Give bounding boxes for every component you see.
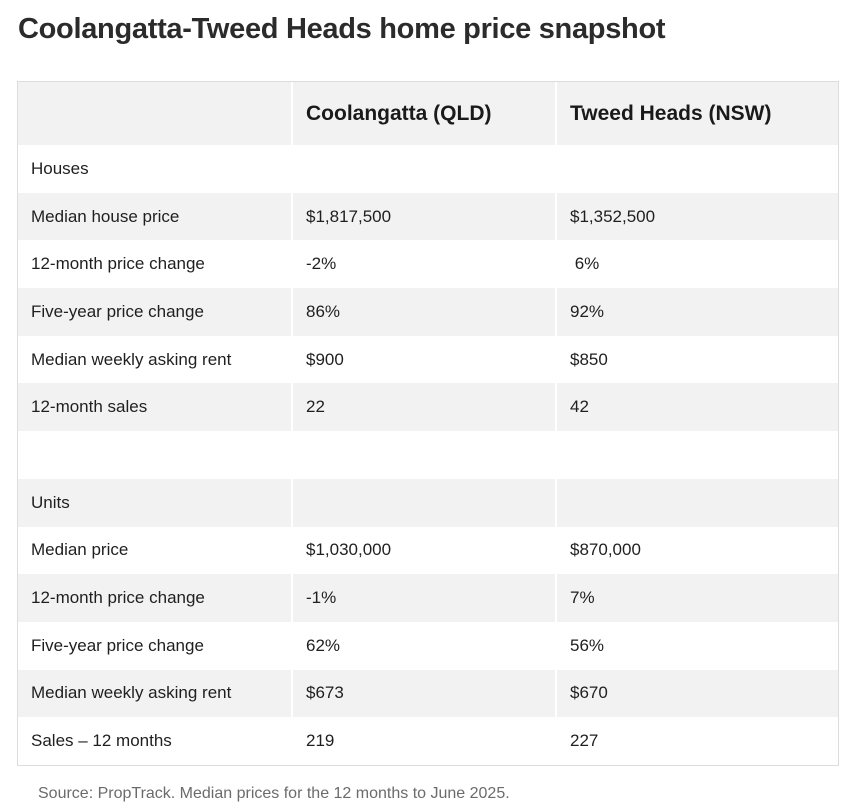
coolangatta-value: -1%: [291, 574, 556, 622]
table-row: 12-month price change -1% 7%: [18, 574, 838, 622]
coolangatta-value: 22: [291, 383, 556, 432]
source-note: Source: PropTrack. Median prices for the…: [38, 785, 510, 802]
row-label: Houses: [18, 145, 292, 193]
tweed-heads-value: [555, 431, 838, 479]
coolangatta-value: [291, 478, 556, 527]
coolangatta-value: 219: [291, 717, 556, 765]
tweed-heads-value: 227: [555, 717, 838, 765]
table-row: Sales – 12 months 219 227: [18, 717, 838, 765]
tweed-heads-value: 92%: [555, 288, 838, 336]
coolangatta-value: 86%: [291, 288, 556, 336]
coolangatta-value: $900: [291, 335, 556, 384]
row-label: 12-month price change: [18, 574, 292, 622]
tweed-heads-value: $850: [555, 335, 838, 384]
header-coolangatta: Coolangatta (QLD): [291, 82, 556, 145]
tweed-heads-value: $1,352,500: [555, 192, 838, 241]
row-label: 12-month sales: [18, 383, 292, 432]
page-title: Coolangatta-Tweed Heads home price snaps…: [18, 13, 666, 45]
coolangatta-value: [291, 145, 556, 193]
table-row: Five-year price change 86% 92%: [18, 288, 838, 336]
coolangatta-value: -2%: [291, 240, 556, 289]
row-label: Five-year price change: [18, 621, 292, 670]
coolangatta-value: [291, 431, 556, 479]
header-tweed-heads: Tweed Heads (NSW): [555, 82, 838, 145]
coolangatta-value: 62%: [291, 621, 556, 670]
coolangatta-value: $1,030,000: [291, 526, 556, 575]
coolangatta-value: $1,817,500: [291, 192, 556, 241]
tweed-heads-value: 56%: [555, 621, 838, 670]
tweed-heads-value: $870,000: [555, 526, 838, 575]
tweed-heads-value: 42: [555, 383, 838, 432]
table-row: Median weekly asking rent $673 $670: [18, 669, 838, 718]
table-row: Median weekly asking rent $900 $850: [18, 335, 838, 384]
tweed-heads-value: [555, 478, 838, 527]
tweed-heads-value: 6%: [555, 240, 838, 289]
table-row: Median price $1,030,000 $870,000: [18, 526, 838, 575]
row-label: Median weekly asking rent: [18, 669, 292, 718]
row-label: Median weekly asking rent: [18, 335, 292, 384]
header-cell-empty: [18, 82, 292, 145]
row-label: Median house price: [18, 192, 292, 241]
table-row: Five-year price change 62% 56%: [18, 621, 838, 670]
row-label: 12-month price change: [18, 240, 292, 289]
row-label: Sales – 12 months: [18, 717, 292, 765]
tweed-heads-value: 7%: [555, 574, 838, 622]
row-label: Five-year price change: [18, 288, 292, 336]
table-row-houses-section: Houses: [18, 145, 838, 193]
row-label: Median price: [18, 526, 292, 575]
table-row-units-section: Units: [18, 478, 838, 527]
price-snapshot-table: Coolangatta (QLD) Tweed Heads (NSW) Hous…: [17, 81, 839, 766]
row-label: [18, 431, 292, 479]
table-row: 12-month sales 22 42: [18, 383, 838, 432]
table-row: Median house price $1,817,500 $1,352,500: [18, 192, 838, 241]
tweed-heads-value: $670: [555, 669, 838, 718]
tweed-heads-value: [555, 145, 838, 193]
table-row-spacer: [18, 431, 838, 479]
table-header-row: Coolangatta (QLD) Tweed Heads (NSW): [18, 82, 838, 145]
table-row: 12-month price change -2% 6%: [18, 240, 838, 289]
row-label: Units: [18, 478, 292, 527]
coolangatta-value: $673: [291, 669, 556, 718]
